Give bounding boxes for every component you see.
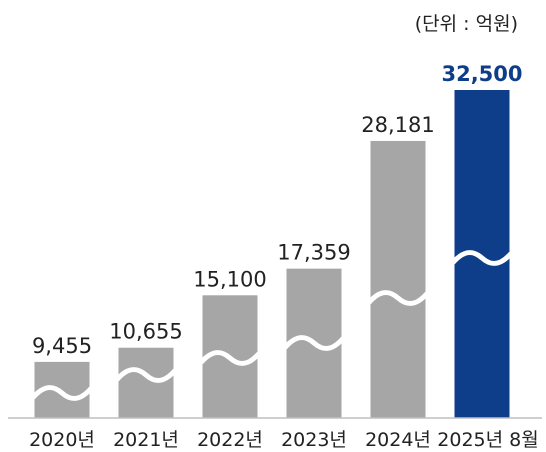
value-label-5: 32,500 bbox=[441, 62, 522, 86]
bars-group: 9,455 10,655 15,100 17,359 28,181 32,500 bbox=[31, 62, 523, 418]
bar-4 bbox=[370, 140, 426, 418]
axis-break-mark-1 bbox=[115, 367, 177, 383]
bar-1 bbox=[118, 347, 174, 418]
value-label-3: 17,359 bbox=[277, 241, 350, 265]
x-tick-label-1: 2021년 bbox=[113, 429, 179, 451]
value-label-4: 28,181 bbox=[361, 113, 434, 137]
axis-break-mark-3 bbox=[283, 335, 345, 351]
x-tick-label-5: 2025년 8월 bbox=[437, 429, 538, 451]
x-tick-label-3: 2023년 bbox=[281, 429, 347, 451]
axis-break-mark-5 bbox=[451, 250, 513, 266]
axis-break-mark-4 bbox=[367, 290, 429, 306]
value-label-2: 15,100 bbox=[193, 267, 266, 291]
x-tick-label-2: 2022년 bbox=[197, 429, 263, 451]
x-tick-label-0: 2020년 bbox=[29, 429, 95, 451]
axis-break-mark-2 bbox=[199, 350, 261, 366]
value-label-0: 9,455 bbox=[32, 334, 92, 358]
x-axis-labels: 2020년 2021년 2022년 2023년 2024년 2025년 8월 bbox=[29, 429, 539, 451]
unit-label: (단위 : 억원) bbox=[415, 13, 518, 35]
axis-break-mark-0 bbox=[31, 385, 93, 401]
x-tick-label-4: 2024년 bbox=[365, 429, 431, 451]
value-label-1: 10,655 bbox=[109, 320, 182, 344]
